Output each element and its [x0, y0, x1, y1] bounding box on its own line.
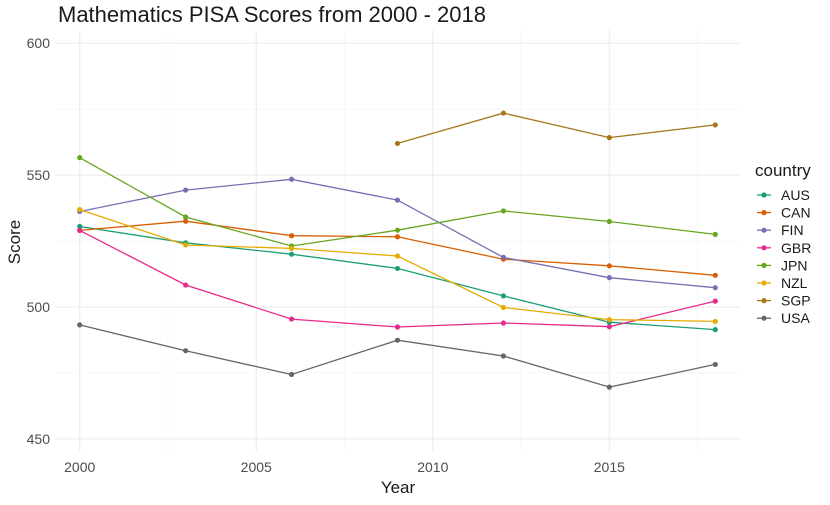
data-point-nzl — [394, 253, 401, 259]
data-point-jpn — [183, 214, 189, 220]
data-point-nzl — [606, 316, 612, 323]
data-point-gbr — [606, 324, 612, 330]
data-point-usa — [500, 353, 507, 359]
data-point-nzl — [288, 245, 295, 251]
data-point-sgp — [712, 122, 718, 128]
data-point-can — [394, 234, 401, 240]
legend-key-point — [761, 315, 767, 321]
legend-key-point — [761, 262, 767, 268]
data-point-can — [183, 218, 189, 224]
x-axis-title: Year — [381, 478, 416, 497]
data-point-can — [288, 233, 295, 239]
data-point-can — [712, 272, 718, 278]
data-point-usa — [606, 384, 612, 390]
x-tick-label: 2005 — [241, 459, 272, 475]
legend-key-point — [761, 298, 767, 304]
data-point-usa — [288, 371, 295, 378]
x-tick-label: 2010 — [417, 459, 448, 475]
data-point-usa — [394, 337, 401, 343]
y-tick-label: 450 — [27, 431, 51, 447]
data-point-sgp — [394, 140, 401, 147]
legend-item-jpn: JPN — [757, 257, 807, 273]
axes: 2000 2005 2010 2015 450 500 550 600 — [27, 35, 625, 475]
data-point-fin — [500, 254, 507, 260]
legend-item-can: CAN — [757, 205, 811, 221]
data-point-fin — [712, 285, 718, 291]
legend-key-point — [761, 192, 767, 198]
data-point-aus — [288, 251, 295, 257]
data-point-gbr — [500, 320, 507, 326]
data-point-can — [606, 263, 612, 269]
series-nzl — [77, 207, 718, 325]
data-point-gbr — [77, 227, 83, 234]
legend-item-fin: FIN — [757, 222, 804, 238]
y-tick-label: 550 — [27, 167, 51, 183]
y-tick-label: 600 — [27, 35, 51, 51]
legend-item-nzl: NZL — [757, 275, 808, 291]
data-point-fin — [288, 176, 295, 182]
series-line-nzl — [79, 208, 716, 323]
data-point-jpn — [500, 208, 507, 214]
legend-key-point — [761, 210, 767, 216]
legend-title: country — [755, 161, 811, 180]
data-point-nzl — [500, 304, 507, 311]
data-point-aus — [394, 265, 401, 272]
grid — [55, 30, 740, 452]
data-point-sgp — [606, 135, 612, 141]
series-line-usa — [79, 324, 716, 388]
data-point-jpn — [712, 231, 718, 238]
data-point-usa — [712, 361, 718, 368]
data-point-fin — [606, 275, 612, 281]
legend-label: SGP — [781, 293, 811, 309]
series-sgp — [394, 110, 718, 147]
legend-key-point — [761, 227, 767, 233]
data-point-fin — [394, 197, 401, 203]
legend-label: AUS — [781, 187, 810, 203]
legend-key-point — [761, 280, 767, 286]
x-tick-label: 2015 — [594, 459, 625, 475]
legend-label: NZL — [781, 275, 808, 291]
legend-key-point — [761, 245, 767, 251]
data-point-fin — [183, 187, 189, 193]
data-point-jpn — [77, 155, 83, 161]
legend-item-sgp: SGP — [757, 293, 811, 309]
data-point-gbr — [394, 324, 401, 330]
data-point-nzl — [183, 242, 189, 248]
series-fin — [77, 176, 718, 291]
y-axis-title: Score — [5, 220, 24, 264]
series-usa — [77, 322, 718, 390]
x-tick-label: 2000 — [64, 459, 95, 475]
legend-item-usa: USA — [757, 310, 810, 326]
series-gbr — [77, 227, 718, 330]
data-point-aus — [77, 223, 83, 230]
data-point-nzl — [712, 318, 718, 325]
data-point-aus — [500, 293, 507, 299]
legend-item-aus: AUS — [757, 187, 810, 203]
data-point-sgp — [500, 110, 507, 116]
legend-label: GBR — [781, 240, 811, 256]
data-point-usa — [77, 322, 83, 328]
data-point-jpn — [606, 218, 612, 225]
data-point-usa — [183, 348, 189, 354]
series-lines — [77, 110, 718, 390]
data-point-gbr — [183, 282, 189, 288]
chart-title: Mathematics PISA Scores from 2000 - 2018 — [58, 2, 486, 27]
legend-item-gbr: GBR — [757, 240, 811, 256]
data-point-jpn — [394, 227, 401, 233]
data-point-aus — [712, 327, 718, 333]
legend-label: FIN — [781, 222, 804, 238]
series-line-fin — [79, 178, 716, 289]
series-line-sgp — [397, 112, 716, 145]
data-point-gbr — [712, 298, 718, 304]
legend-label: JPN — [781, 257, 807, 273]
legend-label: USA — [781, 310, 810, 326]
legend-label: CAN — [781, 205, 811, 221]
y-tick-label: 500 — [27, 299, 51, 315]
data-point-nzl — [77, 207, 83, 213]
data-point-gbr — [288, 316, 295, 322]
